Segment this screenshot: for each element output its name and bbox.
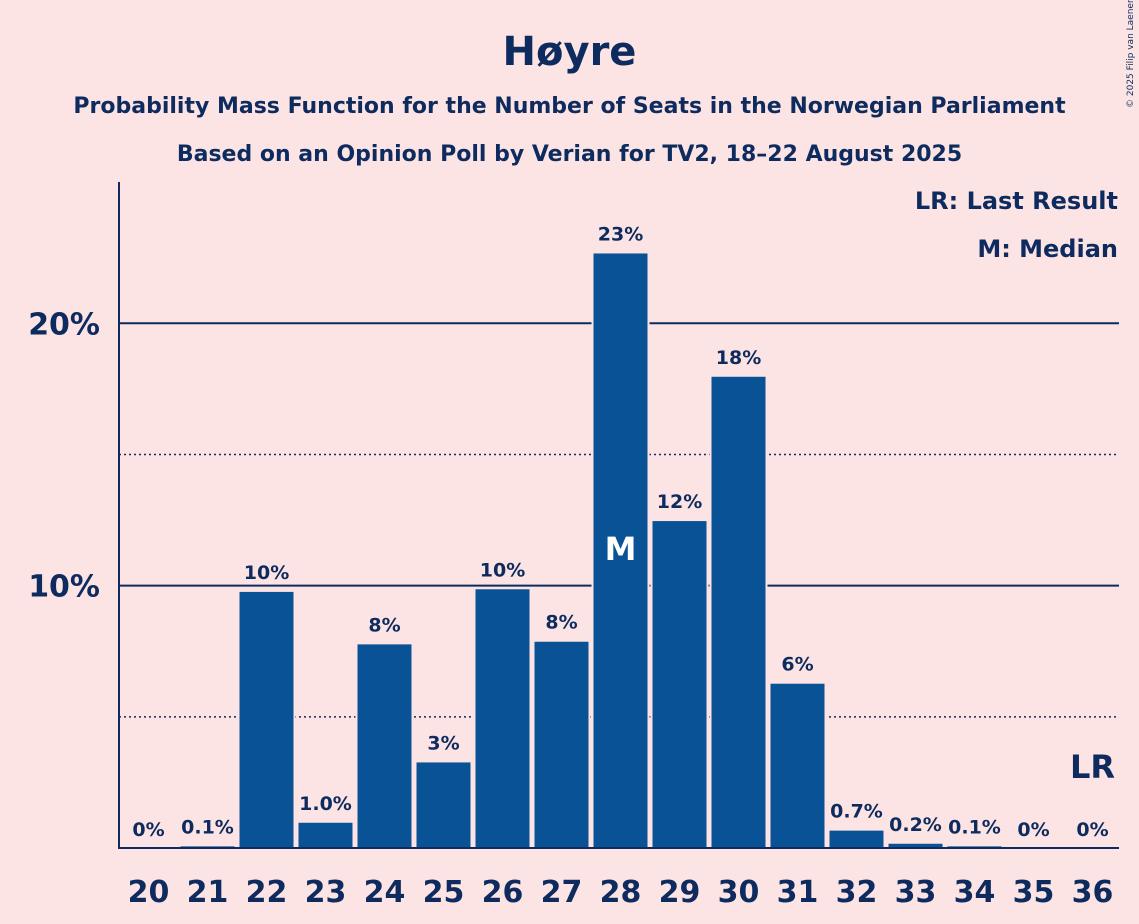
bar-seats-28 — [591, 251, 650, 849]
bar-seats-32 — [827, 828, 886, 849]
bar-label-seats-26: 10% — [480, 559, 525, 581]
bar-value-labels: 0% 0.1% 10% 1.0% 8% 3% 10% 8% 23% 12% 18% 6% 0.7% 0.2… — [132, 223, 1108, 841]
x-tick-label-29: 29 — [659, 875, 701, 910]
chart-markers: M LR — [605, 530, 1115, 786]
x-tick-label-26: 26 — [482, 875, 524, 910]
bar-label-seats-28: 23% — [598, 223, 643, 245]
x-tick-label-24: 24 — [364, 875, 406, 910]
bar-label-seats-25: 3% — [427, 732, 459, 754]
median-marker: M — [605, 530, 637, 568]
x-tick-label-23: 23 — [305, 875, 347, 910]
bar-label-seats-30: 18% — [716, 347, 761, 369]
x-tick-label-31: 31 — [777, 875, 819, 910]
bar-label-seats-34: 0.1% — [948, 816, 1001, 838]
x-tick-label-21: 21 — [187, 875, 229, 910]
bar-label-seats-24: 8% — [368, 614, 400, 636]
bar-label-seats-21: 0.1% — [181, 816, 234, 838]
y-axis-ticks: 10% 20% — [28, 307, 100, 604]
bars — [178, 251, 1004, 850]
chart-subtitle-line-1: Probability Mass Function for the Number… — [73, 94, 1066, 119]
x-axis-ticks: 20 21 22 23 24 25 26 27 28 29 30 31 32 33 34 35 36 — [128, 875, 1114, 910]
bar-label-seats-22: 10% — [244, 562, 289, 584]
bar-seats-25 — [414, 760, 473, 850]
x-tick-label-33: 33 — [895, 875, 937, 910]
bar-seats-23 — [296, 820, 355, 850]
bar-label-seats-36: 0% — [1076, 819, 1108, 841]
bar-seats-27 — [532, 639, 591, 849]
x-tick-label-25: 25 — [423, 875, 465, 910]
last-result-marker: LR — [1070, 748, 1115, 786]
y-tick-label: 10% — [28, 570, 100, 605]
bar-seats-30 — [709, 374, 768, 849]
bar-label-seats-20: 0% — [132, 819, 164, 841]
bar-seats-24 — [355, 642, 414, 849]
bar-seats-31 — [768, 681, 827, 849]
bar-seats-26 — [473, 587, 532, 850]
legend-last-result: LR: Last Result — [915, 187, 1118, 215]
bar-label-seats-27: 8% — [545, 612, 577, 634]
bar-label-seats-33: 0.2% — [889, 814, 942, 836]
bar-label-seats-35: 0% — [1017, 819, 1049, 841]
bar-label-seats-32: 0.7% — [830, 801, 883, 823]
x-tick-label-22: 22 — [246, 875, 288, 910]
legend-median: M: Median — [977, 235, 1118, 263]
y-tick-label: 20% — [28, 307, 100, 342]
bar-seats-22 — [237, 589, 296, 850]
bar-seats-29 — [650, 519, 709, 849]
x-tick-label-36: 36 — [1072, 875, 1114, 910]
bar-label-seats-23: 1.0% — [299, 793, 352, 815]
copyright-note: © 2025 Filip van Laenen — [1126, 0, 1136, 108]
x-tick-label-27: 27 — [541, 875, 583, 910]
chart-subtitle-line-2: Based on an Opinion Poll by Verian for T… — [177, 142, 962, 167]
x-tick-label-32: 32 — [836, 875, 878, 910]
x-tick-label-34: 34 — [954, 875, 996, 910]
x-tick-label-20: 20 — [128, 875, 170, 910]
bar-label-seats-29: 12% — [657, 491, 702, 513]
chart-title: Høyre — [503, 29, 637, 75]
bar-label-seats-31: 6% — [781, 654, 813, 676]
x-tick-label-35: 35 — [1013, 875, 1055, 910]
x-tick-label-28: 28 — [600, 875, 642, 910]
x-tick-label-30: 30 — [718, 875, 760, 910]
